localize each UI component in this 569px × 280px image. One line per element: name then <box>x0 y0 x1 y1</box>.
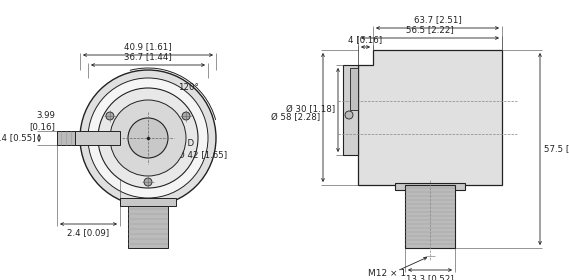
Text: 40.9 [1.61]: 40.9 [1.61] <box>124 42 172 51</box>
Text: Ø 42 [1.65]: Ø 42 [1.65] <box>178 151 227 160</box>
Polygon shape <box>358 50 502 185</box>
Text: [0.16]: [0.16] <box>29 123 55 132</box>
Text: 3.99: 3.99 <box>36 111 55 120</box>
Text: Ø 30 [1.18]: Ø 30 [1.18] <box>286 106 335 115</box>
Text: 2.4 [0.09]: 2.4 [0.09] <box>68 228 110 237</box>
Circle shape <box>345 111 353 119</box>
Bar <box>128 206 168 248</box>
Bar <box>350 68 358 110</box>
Text: 36.7 [1.44]: 36.7 [1.44] <box>124 52 172 61</box>
Circle shape <box>88 78 208 198</box>
Bar <box>343 65 358 155</box>
Text: 63.7 [2.51]: 63.7 [2.51] <box>414 15 461 24</box>
Text: 13.3 [0.52]: 13.3 [0.52] <box>406 274 454 280</box>
Circle shape <box>110 100 186 176</box>
Circle shape <box>128 118 168 158</box>
Text: 56.5 [2.22]: 56.5 [2.22] <box>406 25 454 34</box>
Text: 57.5 [2.26]: 57.5 [2.26] <box>544 144 569 153</box>
Text: Ø 58 [2.28]: Ø 58 [2.28] <box>271 113 320 122</box>
Circle shape <box>80 70 216 206</box>
Bar <box>75 131 120 145</box>
Text: M12 × 1: M12 × 1 <box>368 269 406 277</box>
Circle shape <box>98 88 198 188</box>
Text: 14 [0.55]: 14 [0.55] <box>0 134 36 143</box>
Bar <box>405 185 455 248</box>
Bar <box>120 198 176 206</box>
Text: Ø D: Ø D <box>178 139 194 148</box>
Circle shape <box>144 178 152 186</box>
Circle shape <box>106 112 114 120</box>
Circle shape <box>182 112 190 120</box>
Bar <box>57 131 80 145</box>
Text: 120°: 120° <box>178 83 199 92</box>
Text: 4 [0.16]: 4 [0.16] <box>348 35 382 44</box>
Bar <box>395 183 465 190</box>
